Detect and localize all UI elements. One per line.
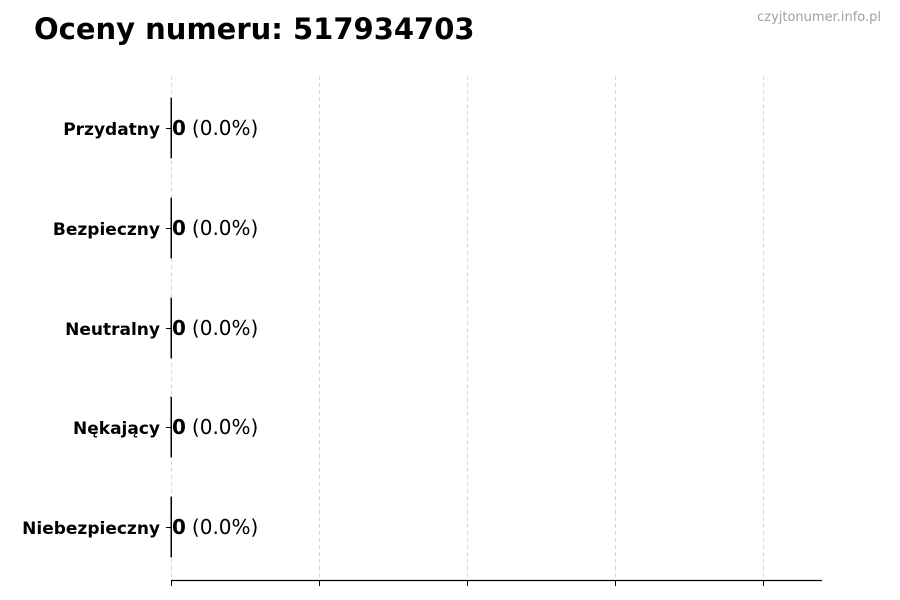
value-percent: (0.0%) bbox=[192, 515, 258, 539]
y-tick-label: Nękający bbox=[73, 419, 160, 439]
value-percent: (0.0%) bbox=[192, 116, 258, 140]
data-label: 0 (0.0%) bbox=[172, 415, 258, 439]
value-percent: (0.0%) bbox=[192, 316, 258, 340]
value-count: 0 bbox=[172, 316, 186, 340]
value-count: 0 bbox=[172, 216, 186, 240]
value-count: 0 bbox=[172, 415, 186, 439]
y-tick-label: Neutralny bbox=[65, 320, 160, 340]
value-percent: (0.0%) bbox=[192, 216, 258, 240]
y-tick-label: Niebezpieczny bbox=[22, 519, 160, 539]
watermark: czyjtonumer.info.pl bbox=[757, 10, 881, 25]
value-count: 0 bbox=[172, 116, 186, 140]
data-label: 0 (0.0%) bbox=[172, 216, 258, 240]
chart-title: Oceny numeru: 517934703 bbox=[34, 12, 475, 46]
y-tick-label: Przydatny bbox=[63, 120, 160, 140]
y-tick-label: Bezpieczny bbox=[53, 220, 160, 240]
data-label: 0 (0.0%) bbox=[172, 515, 258, 539]
value-percent: (0.0%) bbox=[192, 415, 258, 439]
value-count: 0 bbox=[172, 515, 186, 539]
data-label: 0 (0.0%) bbox=[172, 116, 258, 140]
data-label: 0 (0.0%) bbox=[172, 316, 258, 340]
